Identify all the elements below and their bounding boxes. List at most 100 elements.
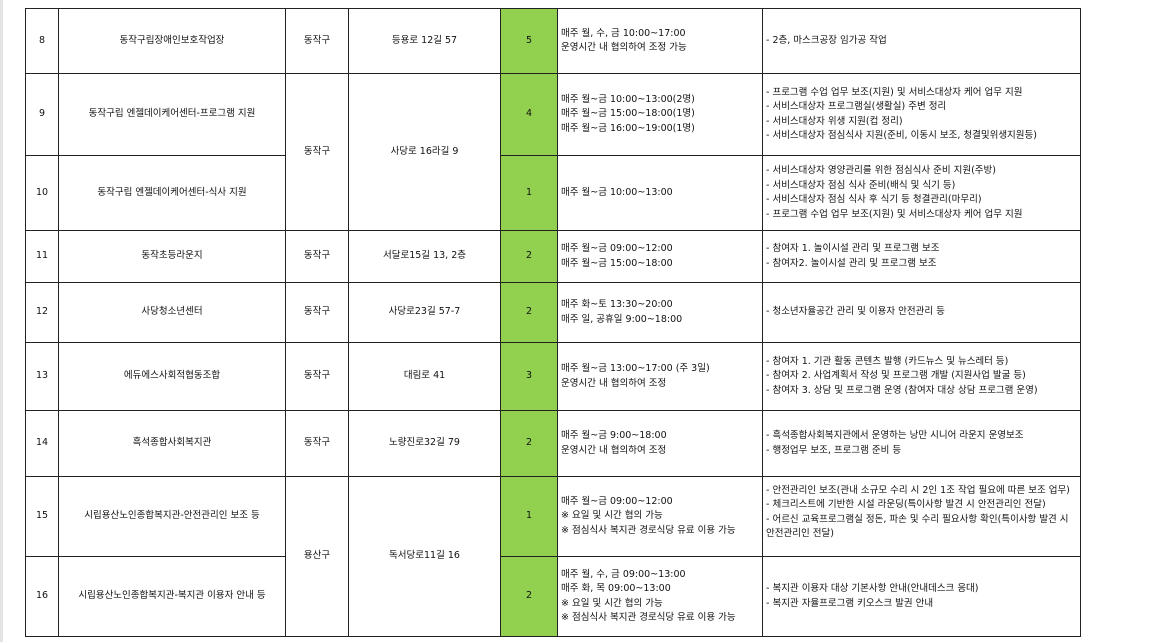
row-number: 9 — [25, 73, 59, 156]
work-hours: 매주 월~금 9:00~18:00 운영시간 내 협의하여 조정 — [557, 410, 763, 477]
site-name: 동작구립 엔젤데이케어센터-식사 지원 — [58, 155, 286, 231]
table-row: 13 에듀에스사회적협동조합 동작구 대림로 41 3 매주 월~금 13:00~17:0… — [25, 342, 1081, 411]
volunteer-site-table: 8 동작구립장애인보호작업장 동작구 등용로 12길 57 5 매주 월, 수, 금 10… — [25, 8, 1081, 637]
table-row: 15 시립용산노인종합복지관-안전관리인 보조 등 용산구 독서당로11길 16 1 매주… — [25, 476, 1081, 637]
work-hours: 매주 월, 수, 금 10:00~17:00 운영시간 내 협의하여 조정 가능 — [557, 8, 763, 74]
task-line: - 참여자2. 놀이시설 관리 및 프로그램 보조 — [766, 257, 937, 269]
district: 동작구 — [285, 342, 349, 411]
table-row: 10 동작구립 엔젤데이케어센터-식사 지원 1 매주 월~금 10:00~13:00… — [25, 155, 1081, 231]
hours-line: 매주 화~토 13:30~20:00 — [561, 299, 673, 310]
participant-count: 2 — [500, 410, 558, 477]
task-line: - 2층, 마스크공장 임가공 작업 — [766, 34, 887, 46]
task-line: - 체크리스트에 기반한 시설 라운딩(특이사항 발견 시 안전관리인 전달) — [766, 499, 1046, 510]
site-name: 동작구립 엔젤데이케어센터-프로그램 지원 — [58, 73, 286, 156]
task-list: - 참여자 1. 기관 활동 콘텐츠 발행 (카드뉴스 및 뉴스레터 등) - … — [766, 355, 1077, 399]
site-name: 흑석종합사회복지관 — [58, 410, 286, 477]
task-line: - 서비스대상자 위생 지원(컵 정리) — [766, 115, 903, 127]
hours-line: 운영시간 내 협의하여 조정 — [561, 444, 667, 456]
district: 동작구 — [285, 282, 349, 343]
address: 노량진로32길 79 — [348, 410, 501, 477]
participant-count: 2 — [500, 230, 558, 283]
row-number: 13 — [25, 342, 59, 411]
hours-line: 운영시간 내 협의하여 조정 — [561, 377, 667, 389]
task-line: - 복지관 자율프로그램 키오스크 발권 안내 — [766, 597, 934, 609]
work-hours: 매주 월~금 13:00~17:00 (주 3일) 운영시간 내 협의하여 조정 — [557, 342, 763, 411]
task-line: - 참여자 3. 상담 및 프로그램 운영 (참여자 대상 상담 프로그램 운영… — [766, 384, 1038, 396]
hours-line: 매주 월~금 15:00~18:00(1명) — [561, 108, 695, 120]
task-line: - 청소년자율공간 관리 및 이용자 안전관리 등 — [766, 306, 945, 318]
hours-line: 매주 월~금 16:00~19:00(1명) — [561, 122, 695, 134]
task-description: - 복지관 이용자 대상 기본사항 안내(안내데스크 응대) - 복지관 자율프로… — [762, 556, 1081, 637]
hours-line: 매주 월~금 13:00~17:00 (주 3일) — [561, 363, 710, 374]
hours-line: ※ 요일 및 시간 협의 가능 — [561, 597, 663, 609]
district: 동작구 — [285, 8, 349, 74]
task-line: - 프로그램 수업 업무 보조(지원) 및 서비스대상자 케어 업무 지원 — [766, 208, 1023, 220]
task-line: - 흑석종합사회복지관에서 운영하는 낭만 시니어 라운지 운영보조 — [766, 430, 1024, 441]
participant-count: 2 — [500, 556, 558, 637]
address: 등용로 12길 57 — [348, 8, 501, 74]
hours-line: 매주 월~금 9:00~18:00 — [561, 430, 667, 441]
row-number: 11 — [25, 230, 59, 283]
work-hours: 매주 월~금 10:00~13:00(2명) 매주 월~금 15:00~18:00… — [557, 73, 763, 156]
hours-line: ※ 점심식사 복지관 경로식당 유료 이용 가능 — [561, 612, 736, 623]
task-line: - 서비스대상자 점심 식사 후 식기 등 청결관리(마무리) — [766, 194, 982, 205]
task-line: - 서비스대상자 영양관리를 위한 점심식사 준비 지원(주방) — [766, 165, 996, 176]
table-row: 16 시립용산노인종합복지관-복지관 이용자 안내 등 2 매주 월, 수, 금 09… — [25, 556, 1081, 637]
work-hours: 매주 화~토 13:30~20:00 매주 일, 공휴일 9:00~18:00 — [557, 282, 763, 343]
hours-line: ※ 요일 및 시간 협의 가능 — [561, 510, 663, 522]
task-description: - 2층, 마스크공장 임가공 작업 — [762, 8, 1081, 74]
task-line: - 복지관 이용자 대상 기본사항 안내(안내데스크 응대) — [766, 583, 979, 594]
task-line: - 서비스대상자 점심식사 지원(준비, 이동시 보조, 청결및위생지원등) — [766, 130, 1037, 141]
task-line: - 프로그램 수업 업무 보조(지원) 및 서비스대상자 케어 업무 지원 — [766, 86, 1023, 98]
hours-line: 매주 월, 수, 금 10:00~17:00 — [561, 27, 686, 39]
participant-count: 5 — [500, 8, 558, 74]
task-line: - 어르신 교육프로그램실 정돈, 파손 및 수리 필요사항 확인(특이사항 발… — [766, 513, 1069, 540]
hours-line: 매주 일, 공휴일 9:00~18:00 — [561, 313, 683, 325]
site-name: 동작초등라운지 — [58, 230, 286, 283]
task-list: - 안전관리인 보조(관내 소규모 수리 시 2인 1조 작업 필요에 따른 보… — [766, 484, 1077, 542]
work-hours: 매주 월, 수, 금 09:00~13:00 매주 화, 목 09:00~13:0… — [557, 556, 763, 637]
task-list: - 청소년자율공간 관리 및 이용자 안전관리 등 — [766, 305, 1077, 320]
district: 동작구 — [285, 410, 349, 477]
site-name: 에듀에스사회적협동조합 — [58, 342, 286, 411]
task-description: - 프로그램 수업 업무 보조(지원) 및 서비스대상자 케어 업무 지원 - 서… — [762, 73, 1081, 156]
task-description: - 안전관리인 보조(관내 소규모 수리 시 2인 1조 작업 필요에 따른 보… — [762, 476, 1081, 557]
task-line: - 서비스대상자 점심 식사 준비(배식 및 식기 등) — [766, 179, 956, 191]
hours-line: ※ 점심식사 복지관 경로식당 유료 이용 가능 — [561, 524, 736, 536]
district: 동작구 — [285, 230, 349, 283]
hours-line: 운영시간 내 협의하여 조정 가능 — [561, 42, 687, 53]
row-number: 12 — [25, 282, 59, 343]
task-line: - 서비스대상자 프로그램실(생활실) 주변 정리 — [766, 101, 947, 112]
site-name: 사당청소년센터 — [58, 282, 286, 343]
task-line: - 참여자 1. 기관 활동 콘텐츠 발행 (카드뉴스 및 뉴스레터 등) — [766, 355, 1009, 367]
hours-line: 매주 월, 수, 금 09:00~13:00 — [561, 568, 686, 580]
hours-line: 매주 월~금 09:00~12:00 — [561, 243, 673, 254]
task-description: - 참여자 1. 놀이시설 관리 및 프로그램 보조 - 참여자2. 놀이시설 관… — [762, 230, 1081, 283]
task-list: - 복지관 이용자 대상 기본사항 안내(안내데스크 응대) - 복지관 자율프로… — [766, 582, 1077, 611]
row-number: 14 — [25, 410, 59, 477]
site-name: 시립용산노인종합복지관-안전관리인 보조 등 — [58, 476, 286, 557]
table-row: 11 동작초등라운지 동작구 서달로15길 13, 2층 2 매주 월~금 09:00~1… — [25, 230, 1081, 283]
site-name: 동작구립장애인보호작업장 — [58, 8, 286, 74]
row-number: 10 — [25, 155, 59, 231]
address: 독서당로11길 16 — [348, 476, 501, 637]
task-line: - 안전관리인 보조(관내 소규모 수리 시 2인 1조 작업 필요에 따른 보… — [766, 484, 1070, 496]
hours-line: 매주 화, 목 09:00~13:00 — [561, 583, 671, 594]
row-number: 16 — [25, 556, 59, 637]
district: 동작구 — [285, 73, 349, 231]
row-number: 8 — [25, 8, 59, 74]
hours-line: 매주 월~금 10:00~13:00(2명) — [561, 93, 695, 105]
task-description: - 서비스대상자 영양관리를 위한 점심식사 준비 지원(주방) - 서비스대상자… — [762, 155, 1081, 231]
task-list: - 흑석종합사회복지관에서 운영하는 낭만 시니어 라운지 운영보조 - 행정업무… — [766, 429, 1077, 458]
table-row: 12 사당청소년센터 동작구 사당로23길 57-7 2 매주 화~토 13:30~20:… — [25, 282, 1081, 343]
work-hours: 매주 월~금 10:00~13:00 — [557, 155, 763, 231]
table-row: 8 동작구립장애인보호작업장 동작구 등용로 12길 57 5 매주 월, 수, 금 10… — [25, 8, 1081, 74]
table-row: 14 흑석종합사회복지관 동작구 노량진로32길 79 2 매주 월~금 9:00~18:… — [25, 410, 1081, 477]
task-line: - 참여자 1. 놀이시설 관리 및 프로그램 보조 — [766, 243, 940, 254]
task-list: - 참여자 1. 놀이시설 관리 및 프로그램 보조 - 참여자2. 놀이시설 관… — [766, 242, 1077, 271]
participant-count: 1 — [500, 476, 558, 557]
participant-count: 3 — [500, 342, 558, 411]
address: 사당로23길 57-7 — [348, 282, 501, 343]
task-description: - 흑석종합사회복지관에서 운영하는 낭만 시니어 라운지 운영보조 - 행정업무… — [762, 410, 1081, 477]
task-description: - 참여자 1. 기관 활동 콘텐츠 발행 (카드뉴스 및 뉴스레터 등) - … — [762, 342, 1081, 411]
